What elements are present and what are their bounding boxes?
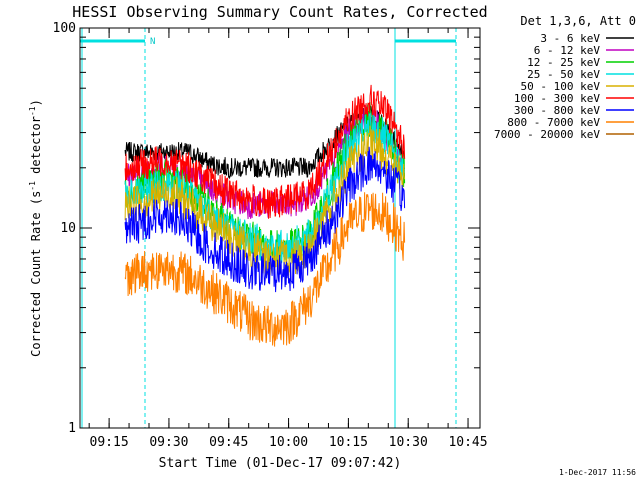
plot-area [80, 28, 457, 428]
legend-label-6: 300 - 800 keV [514, 104, 600, 117]
legend-label-1: 6 - 12 keV [534, 44, 601, 57]
legend-label-7: 800 - 7000 keV [507, 116, 600, 129]
x-tick-label-2: 09:45 [209, 435, 248, 450]
series-line-6 [124, 146, 406, 293]
legend-label-3: 25 - 50 keV [527, 68, 600, 81]
x-tick-label-0: 09:15 [90, 435, 129, 450]
y-axis-label: Corrected Count Rate (s-1 detector-1) [28, 99, 43, 357]
x-tick-label-1: 09:30 [149, 435, 188, 450]
legend-label-4: 50 - 100 keV [521, 80, 601, 93]
legend-label-2: 12 - 25 keV [527, 56, 600, 69]
x-axis-label: Start Time (01-Dec-17 09:07:42) [159, 456, 402, 471]
annotation-n: N [150, 37, 155, 47]
x-tick-label-6: 10:45 [448, 435, 487, 450]
x-tick-label-4: 10:15 [329, 435, 368, 450]
legend-label-5: 100 - 300 keV [514, 92, 600, 105]
y-tick-label-1: 10 [60, 221, 76, 236]
x-tick-labels: 09:15 09:30 09:45 10:00 10:15 10:30 10:45 [90, 435, 488, 450]
timestamp: 1-Dec-2017 11:56 [559, 468, 636, 477]
chart-title: HESSI Observing Summary Count Rates, Cor… [72, 3, 487, 21]
y-tick-label-0: 1 [68, 421, 76, 436]
series-line-5 [124, 84, 406, 219]
y-tick-labels: 1 10 100 [53, 21, 76, 436]
y-tick-label-2: 100 [53, 21, 76, 36]
legend-title: Det 1,3,6, Att 0 [520, 14, 636, 28]
series-line-7 [124, 192, 406, 347]
axes [79, 27, 481, 429]
series-line-4 [124, 125, 406, 278]
legend-label-8: 7000 - 20000 keV [494, 128, 600, 141]
x-tick-label-5: 10:30 [389, 435, 428, 450]
x-tick-label-3: 10:00 [269, 435, 308, 450]
legend-label-0: 3 - 6 keV [540, 32, 600, 45]
